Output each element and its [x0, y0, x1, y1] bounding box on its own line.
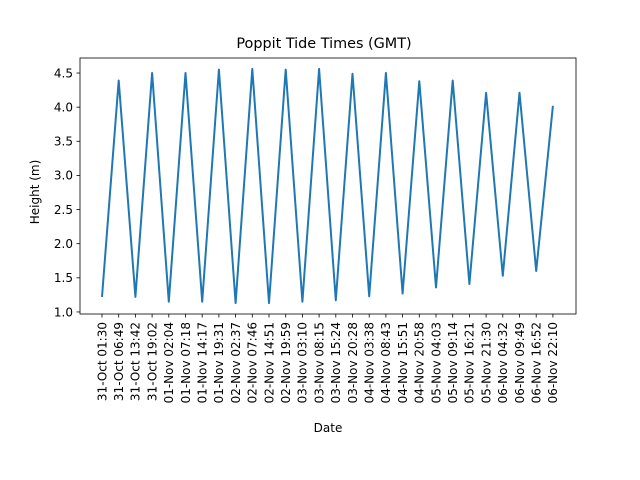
x-tick-label: 31-Oct 13:42 — [129, 322, 143, 401]
x-tick-label: 01-Nov 07:18 — [179, 322, 193, 403]
x-tick-label: 03-Nov 03:10 — [296, 322, 310, 403]
x-tick-label: 31-Oct 19:02 — [145, 322, 159, 401]
x-tick-label: 06-Nov 22:10 — [546, 322, 560, 403]
y-tick-label: 3.5 — [54, 135, 73, 149]
x-tick-label: 03-Nov 08:15 — [312, 322, 326, 403]
x-tick-label: 02-Nov 02:37 — [229, 322, 243, 403]
x-tick-label: 05-Nov 16:21 — [463, 322, 477, 403]
y-tick-label: 1.5 — [54, 271, 73, 285]
y-tick-label: 3.0 — [54, 169, 73, 183]
x-tick-label: 02-Nov 07:46 — [246, 322, 260, 403]
y-tick-label: 4.0 — [54, 100, 73, 114]
x-tick-label: 04-Nov 08:43 — [379, 322, 393, 403]
x-tick-label: 06-Nov 04:32 — [496, 322, 510, 403]
x-tick-label: 01-Nov 14:17 — [196, 322, 210, 403]
x-tick-label: 05-Nov 21:30 — [479, 322, 493, 403]
x-tick-label: 04-Nov 03:38 — [363, 322, 377, 403]
y-tick-label: 4.5 — [54, 66, 73, 80]
x-tick-label: 04-Nov 15:51 — [396, 322, 410, 403]
x-tick-label: 04-Nov 20:58 — [413, 322, 427, 403]
plot-frame — [79, 57, 577, 315]
x-tick-label: 03-Nov 20:28 — [346, 322, 360, 403]
chart-title: Poppit Tide Times (GMT) — [236, 36, 411, 52]
x-tick-label: 02-Nov 19:59 — [279, 322, 293, 403]
y-axis-title: Height (m) — [28, 160, 42, 225]
y-tick-label: 2.5 — [54, 203, 73, 217]
x-tick-label: 06-Nov 16:52 — [530, 322, 544, 403]
x-tick-label: 01-Nov 02:04 — [162, 322, 176, 403]
x-tick-label: 02-Nov 14:51 — [262, 322, 276, 403]
x-tick-label: 06-Nov 09:49 — [513, 322, 527, 403]
x-tick-label: 31-Oct 06:49 — [112, 322, 126, 401]
plot-content: 1.01.52.02.53.03.54.04.531-Oct 01:30 31-O… — [54, 57, 577, 403]
x-tick-label: 01-Nov 19:31 — [212, 322, 226, 403]
x-tick-label: 05-Nov 04:03 — [429, 322, 443, 403]
x-axis-title: Date — [314, 421, 343, 435]
x-tick-label: 03-Nov 15:24 — [329, 322, 343, 403]
x-tick-label: 05-Nov 09:14 — [446, 322, 460, 403]
y-tick-label: 2.0 — [54, 237, 73, 251]
tide-height-line — [101, 67, 554, 305]
x-tick-label: 31-Oct 01:30 — [95, 322, 109, 401]
y-tick-label: 1.0 — [54, 305, 73, 319]
